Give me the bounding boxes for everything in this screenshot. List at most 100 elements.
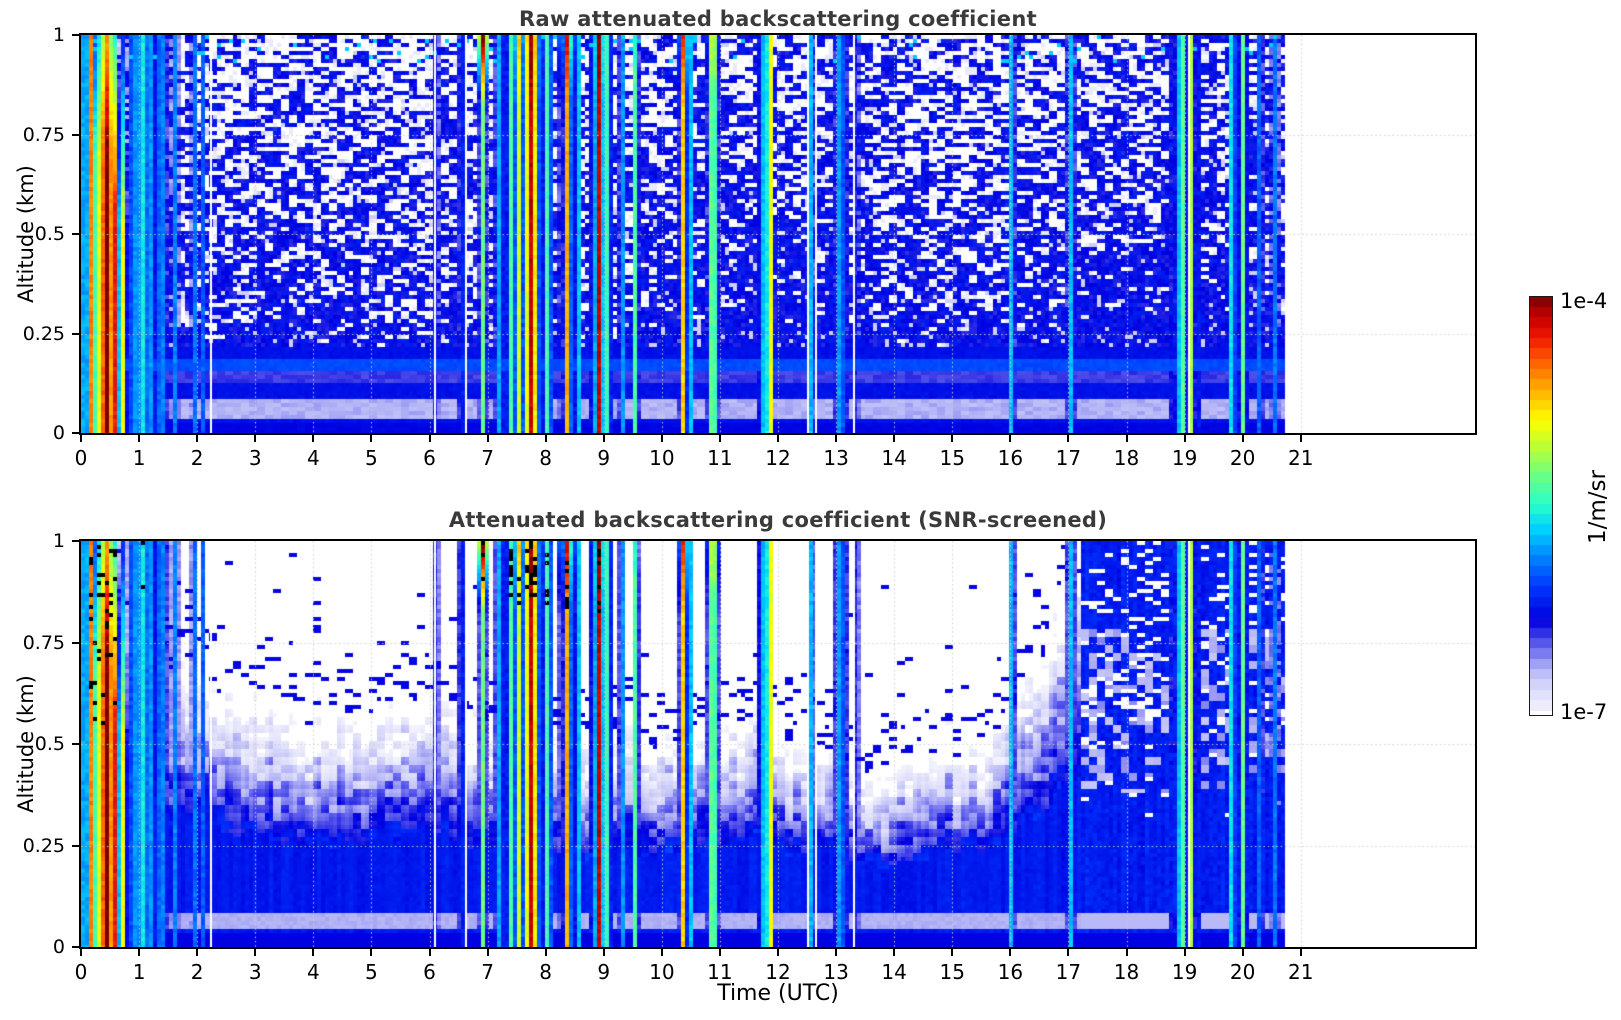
x-tick-label: 20 bbox=[1229, 960, 1256, 984]
x-tick-label: 10 bbox=[649, 446, 675, 470]
x-tick-label: 1 bbox=[132, 960, 146, 984]
x-tick-label: 4 bbox=[306, 446, 320, 470]
colorbar-max-label: 1e-4 bbox=[1560, 289, 1608, 313]
x-tick-label: 11 bbox=[707, 960, 733, 984]
y-tick bbox=[72, 233, 79, 235]
x-tick-label: 21 bbox=[1288, 960, 1314, 984]
x-tick bbox=[777, 949, 779, 956]
x-tick-label: 13 bbox=[823, 960, 849, 984]
x-tick-label: 16 bbox=[997, 960, 1024, 984]
x-tick-label: 8 bbox=[539, 960, 553, 984]
x-tick bbox=[428, 435, 431, 442]
x-tick-label: 6 bbox=[423, 960, 436, 984]
x-tick bbox=[1067, 949, 1070, 956]
snr-plot-frame bbox=[79, 539, 1477, 949]
x-tick bbox=[1183, 435, 1186, 442]
x-axis-label: Time (UTC) bbox=[717, 981, 839, 1006]
x-tick bbox=[370, 435, 373, 442]
x-tick bbox=[1067, 435, 1070, 442]
x-tick-label: 2 bbox=[190, 960, 204, 984]
y-tick bbox=[72, 133, 79, 136]
x-tick bbox=[544, 949, 547, 956]
x-tick-label: 12 bbox=[765, 960, 791, 984]
x-tick-label: 16 bbox=[997, 446, 1024, 470]
x-tick-label: 19 bbox=[1171, 960, 1198, 984]
y-tick bbox=[72, 332, 79, 335]
x-tick bbox=[893, 949, 896, 956]
x-tick-label: 14 bbox=[881, 446, 907, 470]
y-tick bbox=[72, 641, 79, 644]
y-tick bbox=[72, 432, 79, 434]
x-tick bbox=[835, 435, 838, 442]
x-tick bbox=[312, 435, 315, 442]
raw-plot-title: Raw attenuated backscattering coefficien… bbox=[519, 7, 1037, 31]
x-tick-label: 1 bbox=[132, 446, 146, 470]
x-tick-label: 2 bbox=[190, 446, 204, 470]
x-tick bbox=[951, 435, 954, 442]
x-tick bbox=[486, 949, 489, 956]
y-tick-label: 0.5 bbox=[34, 733, 65, 755]
x-tick-label: 6 bbox=[423, 446, 436, 470]
colorbar-canvas bbox=[1530, 297, 1552, 711]
x-tick-label: 12 bbox=[765, 446, 791, 470]
y-tick bbox=[72, 34, 79, 36]
x-tick bbox=[1009, 949, 1012, 956]
x-tick-label: 3 bbox=[248, 960, 262, 984]
x-tick bbox=[254, 435, 257, 442]
x-tick bbox=[835, 949, 838, 956]
x-tick-label: 19 bbox=[1171, 446, 1198, 470]
y-tick-label: 0.25 bbox=[22, 834, 65, 857]
x-tick bbox=[602, 949, 605, 956]
x-tick-label: 15 bbox=[939, 960, 965, 984]
x-tick-label: 20 bbox=[1229, 446, 1256, 470]
x-tick bbox=[370, 949, 373, 956]
x-tick bbox=[138, 435, 141, 442]
x-tick-label: 7 bbox=[481, 446, 494, 470]
x-tick bbox=[80, 435, 82, 442]
x-tick-label: 5 bbox=[365, 960, 378, 984]
y-tick-label: 0 bbox=[52, 422, 65, 444]
x-tick bbox=[254, 949, 257, 956]
x-tick bbox=[138, 949, 141, 956]
x-tick bbox=[893, 435, 896, 442]
x-tick bbox=[1241, 435, 1244, 442]
y-tick-label: 1 bbox=[52, 24, 65, 46]
y-tick bbox=[72, 946, 79, 948]
x-tick-label: 15 bbox=[939, 446, 965, 470]
x-tick-label: 8 bbox=[539, 446, 553, 470]
x-tick bbox=[312, 949, 315, 956]
x-tick-label: 9 bbox=[597, 446, 611, 470]
x-tick-label: 18 bbox=[1113, 446, 1140, 470]
x-tick-label: 10 bbox=[649, 960, 675, 984]
x-tick bbox=[1183, 949, 1186, 956]
snr-heatmap-canvas bbox=[81, 541, 1475, 947]
x-tick bbox=[1125, 435, 1128, 442]
x-tick bbox=[1299, 435, 1302, 442]
y-tick bbox=[72, 743, 79, 745]
x-tick-label: 0 bbox=[74, 446, 88, 470]
x-tick-label: 17 bbox=[1055, 446, 1082, 470]
x-tick bbox=[196, 949, 199, 956]
x-tick bbox=[718, 949, 721, 956]
y-tick-label: 0.5 bbox=[34, 223, 65, 245]
x-tick bbox=[544, 435, 547, 442]
x-tick-label: 13 bbox=[823, 446, 849, 470]
y-tick-label: 0.25 bbox=[22, 322, 65, 345]
x-tick bbox=[486, 435, 489, 442]
x-tick bbox=[777, 435, 779, 442]
x-tick bbox=[660, 949, 663, 956]
x-tick bbox=[80, 949, 82, 956]
colorbar-frame bbox=[1529, 296, 1553, 716]
x-tick bbox=[718, 435, 721, 442]
x-tick bbox=[196, 435, 199, 442]
colorbar-unit-label: 1/m/sr bbox=[1585, 470, 1611, 544]
x-tick-label: 0 bbox=[74, 960, 88, 984]
x-tick-label: 11 bbox=[707, 446, 733, 470]
y-tick bbox=[72, 844, 79, 847]
raw-plot-frame bbox=[79, 33, 1477, 435]
x-tick-label: 21 bbox=[1288, 446, 1314, 470]
x-tick bbox=[1299, 949, 1302, 956]
x-tick-label: 17 bbox=[1055, 960, 1082, 984]
x-tick bbox=[1241, 949, 1244, 956]
